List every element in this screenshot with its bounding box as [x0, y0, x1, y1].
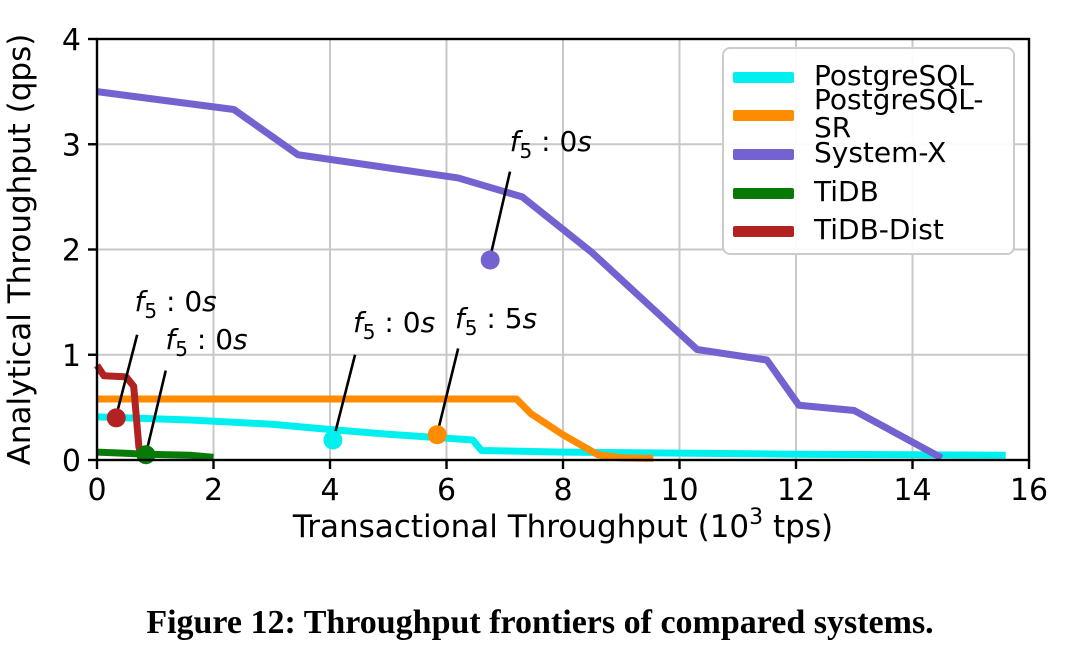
annotation-label-system-x: f5 : 0s	[510, 125, 592, 163]
x-tick-label-12: 12	[777, 473, 815, 508]
x-tick-label-16: 16	[1010, 473, 1048, 508]
series-line-tidb	[96, 448, 214, 461]
legend-item-tidb: TiDB	[733, 174, 1013, 213]
legend-label: TiDB-Dist	[814, 213, 944, 247]
frontier-marker-system-x	[480, 250, 500, 270]
annotation-line-system-x	[489, 171, 512, 256]
annotation-label-tidb: f5 : 0s	[165, 323, 247, 361]
legend-label: PostgreSQL-SR	[814, 83, 984, 145]
legend-label: TiDB	[814, 174, 879, 208]
figure-caption: Figure 12: Throughput frontiers of compa…	[146, 604, 934, 641]
series-lines	[94, 88, 1006, 462]
y-tick-label-2: 2	[62, 234, 81, 269]
x-axis-label: Transactional Throughput (103 tps)	[292, 505, 833, 545]
x-tick-label-2: 2	[204, 473, 223, 508]
legend-swatch-tidb-dist	[733, 226, 794, 238]
frontier-marker-tidb-dist	[106, 408, 126, 428]
annotation-label-tidb-dist: f5 : 0s	[135, 285, 217, 323]
legend-swatch-postgresql-sr	[733, 110, 794, 122]
y-tick-label-3: 3	[62, 128, 81, 163]
x-tick-label-0: 0	[87, 473, 106, 508]
legend-item-tidb-dist: TiDB-Dist	[733, 212, 1013, 251]
annotation-lines	[114, 171, 512, 452]
legend-swatch-tidb	[733, 187, 794, 199]
y-tick-label-0: 0	[62, 444, 81, 479]
x-tick-label-14: 14	[893, 473, 931, 508]
legend-label: System-X	[814, 135, 947, 169]
y-axis-label: Analytical Throughput (qps)	[2, 34, 38, 466]
annotation-line-tidb	[145, 370, 167, 452]
series-line-system-x	[96, 88, 944, 461]
annotation-line-postgresql-sr	[436, 348, 460, 432]
annotation-line-postgresql	[333, 354, 357, 436]
x-tick-label-8: 8	[553, 473, 572, 508]
legend-swatch-postgresql	[733, 71, 794, 83]
legend-label: PostgreSQL	[814, 58, 974, 92]
frontier-marker-postgresql-sr	[427, 425, 447, 445]
annotation-line-tidb-dist	[114, 334, 139, 417]
legend: PostgreSQL PostgreSQL-SR System-X TiDB TiDB-…	[722, 47, 1015, 255]
x-tick-label-6: 6	[437, 473, 456, 508]
frontier-markers	[106, 250, 500, 465]
frontier-marker-tidb	[136, 445, 156, 465]
series-line-postgresql	[96, 413, 1006, 459]
annotation-label-postgresql: f5 : 0s	[353, 306, 435, 344]
x-tick-label-10: 10	[660, 473, 698, 508]
legend-item-postgresql: PostgreSQL	[733, 58, 1013, 97]
x-tick-label-4: 4	[320, 473, 339, 508]
legend-item-system-x: System-X	[733, 135, 1013, 174]
annotation-label-postgresql-sr: f5 : 5s	[455, 302, 537, 340]
legend-item-postgresql-sr: PostgreSQL-SR	[733, 86, 1013, 142]
y-tick-label-1: 1	[62, 339, 81, 374]
frontier-marker-postgresql	[323, 430, 343, 450]
legend-swatch-system-x	[733, 148, 794, 160]
series-line-postgresql-sr	[97, 395, 654, 462]
y-tick-label-4: 4	[62, 23, 81, 58]
